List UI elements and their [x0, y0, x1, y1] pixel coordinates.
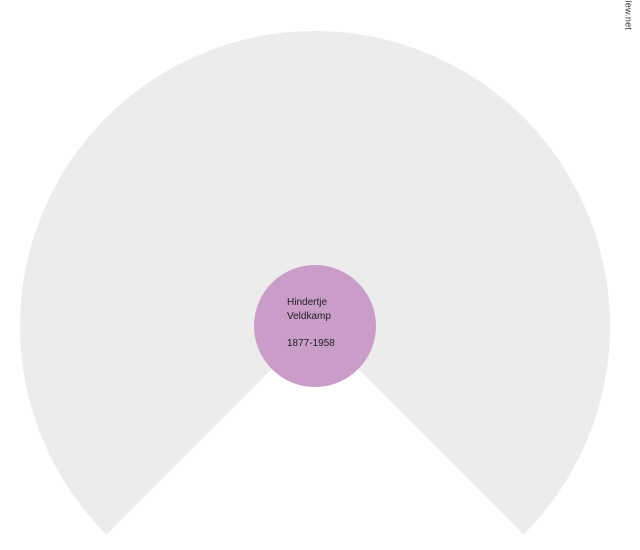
fan-chart: Hindertje Veldkamp 1877-1958 www.phpgedv… [0, 0, 640, 550]
fan-svg [0, 0, 640, 550]
watermark-text: www.phpgedview.net [624, 0, 634, 30]
center-circle [254, 265, 376, 387]
